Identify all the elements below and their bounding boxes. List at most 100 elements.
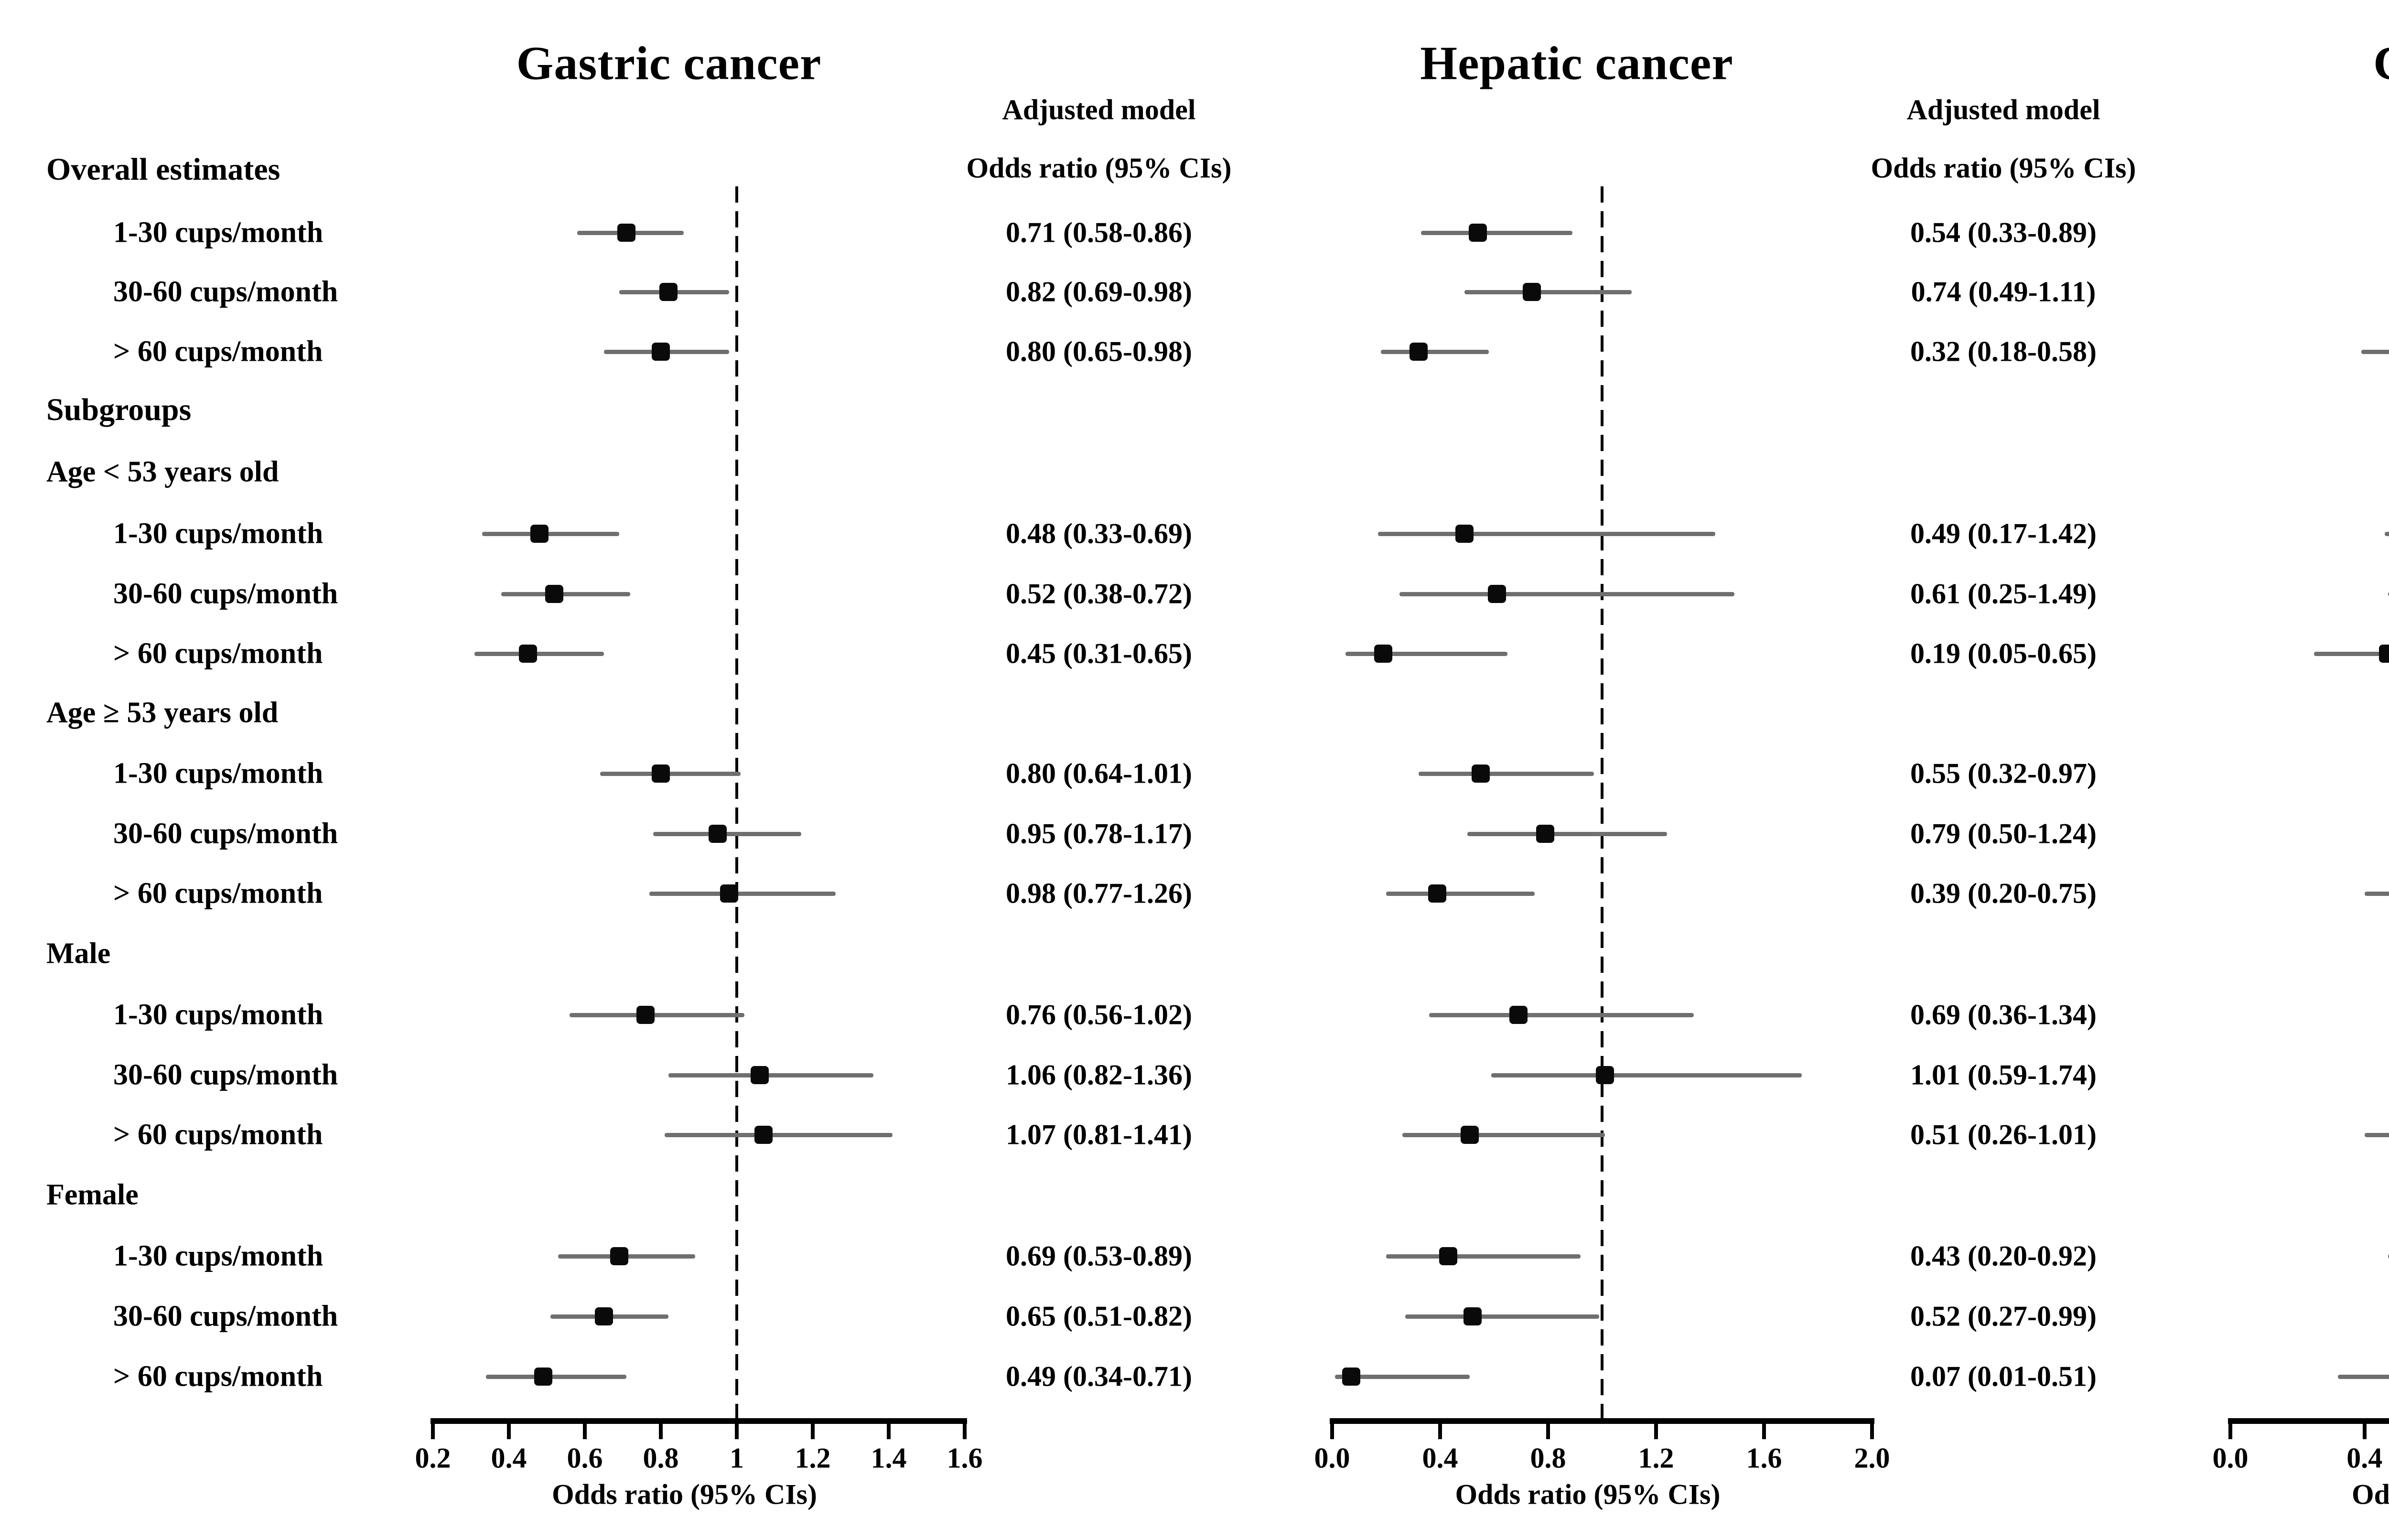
x-tick-label: 0.4 — [1422, 1442, 1458, 1474]
x-tick-label: 0.8 — [1530, 1442, 1566, 1474]
ci-line — [1464, 290, 1632, 294]
row-label-item: 1-30 cups/month — [113, 1239, 323, 1272]
x-tick — [659, 1423, 663, 1439]
x-tick — [507, 1423, 511, 1439]
or-value: 0.49 (0.17-1.42) — [1910, 517, 2097, 549]
x-tick — [1546, 1423, 1550, 1439]
ci-line — [2364, 1132, 2389, 1137]
x-tick-label: 0.6 — [567, 1442, 603, 1474]
or-value: 0.51 (0.26-1.01) — [1910, 1119, 2097, 1151]
row-label-item: 30-60 cups/month — [113, 577, 338, 610]
or-value: 1.07 (0.81-1.41) — [1006, 1119, 1192, 1151]
or-value: 0.52 (0.27-0.99) — [1910, 1300, 2097, 1332]
or-marker — [534, 1368, 552, 1386]
ci-line — [1345, 651, 1508, 656]
or-value: 0.39 (0.20-0.75) — [1910, 877, 2097, 909]
row-label-subsection: Age ≥ 53 years old — [46, 696, 279, 729]
row-label-item: 30-60 cups/month — [113, 275, 338, 308]
ci-line — [486, 1374, 627, 1379]
or-marker — [1509, 1006, 1528, 1024]
x-axis-label: Odds ratio (95% CIs) — [1455, 1478, 1721, 1510]
row-label-subsection: Age < 53 years old — [46, 455, 279, 488]
or-marker — [636, 1006, 655, 1024]
x-tick — [583, 1423, 587, 1439]
ci-line — [1334, 1374, 1470, 1379]
ci-line — [1380, 349, 1489, 354]
or-marker — [652, 765, 670, 783]
or-marker — [1342, 1368, 1360, 1386]
or-value: 0.65 (0.51-0.82) — [1006, 1300, 1192, 1332]
or-marker — [1461, 1126, 1479, 1144]
ci-line — [2388, 1254, 2389, 1259]
x-tick-label: 0.0 — [1314, 1442, 1350, 1474]
or-value: 1.06 (0.82-1.36) — [1006, 1059, 1192, 1091]
row-label-subsection: Male — [46, 937, 111, 970]
column-header-line1: Adjusted model — [1002, 94, 1196, 126]
row-label-item: > 60 cups/month — [113, 335, 323, 368]
x-tick — [811, 1423, 815, 1439]
ci-line — [1399, 592, 1734, 596]
ci-line — [1386, 891, 1535, 896]
row-label-item: 30-60 cups/month — [113, 1300, 338, 1333]
or-marker — [652, 343, 670, 361]
reference-line — [735, 186, 738, 1418]
or-value: 0.71 (0.58-0.86) — [1006, 216, 1192, 248]
or-marker — [750, 1066, 769, 1084]
or-value: 0.98 (0.77-1.26) — [1006, 877, 1192, 909]
or-marker — [530, 525, 549, 543]
ci-line — [649, 891, 836, 896]
panel-title: Colon cancer — [2373, 36, 2389, 91]
ci-line — [2364, 891, 2389, 896]
ci-line — [1378, 531, 1716, 536]
row-label-item: 1-30 cups/month — [113, 216, 323, 249]
ci-line — [1405, 1314, 1600, 1319]
x-tick-label: 0.4 — [491, 1442, 527, 1474]
x-tick — [431, 1423, 435, 1439]
row-label-section: Subgroups — [46, 392, 192, 427]
x-axis-label: Odds ratio (95% CIs) — [2351, 1478, 2389, 1510]
ci-line — [1429, 1012, 1694, 1017]
or-marker — [518, 645, 537, 663]
x-tick — [1438, 1423, 1442, 1439]
or-value: 0.80 (0.65-0.98) — [1006, 335, 1192, 367]
or-value: 0.32 (0.18-0.58) — [1910, 335, 2097, 367]
or-marker — [545, 585, 564, 603]
ci-line — [600, 771, 741, 776]
or-value: 0.55 (0.32-0.97) — [1910, 757, 2097, 789]
x-tick-label: 2.0 — [1854, 1442, 1890, 1474]
or-marker — [1523, 283, 1541, 301]
column-header-line2: Odds ratio (95% CIs) — [1871, 152, 2136, 184]
x-axis-label: Odds ratio (95% CIs) — [551, 1478, 818, 1510]
ci-line — [1467, 831, 1667, 836]
x-axis — [2228, 1418, 2389, 1424]
or-marker — [1471, 765, 1490, 783]
x-tick-label: 0.8 — [643, 1442, 679, 1474]
ci-line — [482, 531, 619, 536]
x-tick — [2228, 1423, 2232, 1439]
or-marker — [1487, 585, 1506, 603]
or-marker — [659, 283, 678, 301]
ci-line — [1402, 1132, 1605, 1137]
x-tick-label: 1.4 — [871, 1442, 907, 1474]
row-label-item: 30-60 cups/month — [113, 817, 338, 850]
ci-line — [664, 1132, 893, 1137]
or-value: 0.19 (0.05-0.65) — [1910, 637, 2097, 669]
x-tick — [1870, 1423, 1874, 1439]
row-label-section: Overall estimates — [46, 152, 280, 187]
or-value: 0.54 (0.33-0.89) — [1910, 216, 2097, 248]
column-header-line1: Adjusted model — [1906, 94, 2100, 126]
or-value: 0.45 (0.31-0.65) — [1006, 637, 1192, 669]
or-marker — [610, 1247, 628, 1265]
or-value: 0.07 (0.01-0.51) — [1910, 1360, 2097, 1392]
row-label-item: 1-30 cups/month — [113, 517, 323, 550]
x-tick — [735, 1423, 739, 1439]
row-label-item: 1-30 cups/month — [113, 757, 323, 790]
ci-line — [2384, 531, 2389, 536]
x-axis — [430, 1418, 967, 1424]
or-marker — [1428, 884, 1447, 903]
x-tick-label: 0.0 — [2212, 1442, 2249, 1474]
ci-line — [668, 1073, 874, 1077]
ci-line — [474, 651, 604, 656]
or-value: 0.48 (0.33-0.69) — [1006, 517, 1192, 549]
